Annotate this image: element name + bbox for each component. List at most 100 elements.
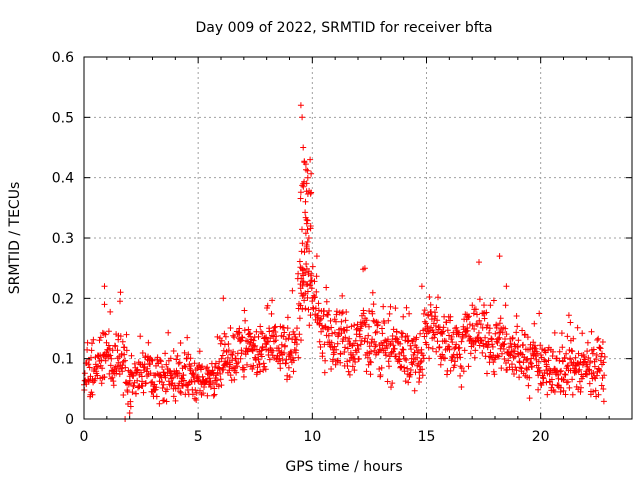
data-point: [386, 310, 393, 317]
data-point: [363, 317, 370, 324]
data-point: [127, 403, 134, 410]
y-tick-label: 0.1: [52, 352, 74, 368]
data-point: [384, 345, 391, 351]
data-point: [181, 363, 188, 369]
data-point: [293, 347, 300, 354]
data-point: [369, 310, 376, 317]
data-point: [411, 387, 418, 394]
data-point: [180, 377, 187, 384]
data-point: [535, 386, 542, 393]
data-point: [307, 225, 314, 232]
data-point: [148, 379, 155, 386]
data-point: [421, 307, 428, 314]
data-point: [191, 395, 198, 402]
data-point: [558, 367, 565, 374]
data-point: [390, 342, 397, 349]
data-point: [578, 384, 584, 391]
data-point: [301, 249, 308, 256]
data-point: [419, 366, 426, 373]
data-point: [338, 330, 345, 337]
data-point: [593, 352, 600, 358]
data-point: [516, 374, 523, 381]
data-point: [420, 355, 427, 362]
data-point: [365, 332, 372, 339]
data-point: [313, 273, 320, 280]
data-point: [196, 348, 203, 355]
x-tick-label: 15: [418, 429, 436, 445]
data-point: [575, 350, 582, 357]
data-point: [261, 363, 268, 370]
data-point: [368, 348, 374, 355]
data-point: [598, 382, 605, 389]
data-point: [290, 368, 297, 375]
data-point: [220, 347, 227, 354]
data-point: [112, 343, 119, 350]
data-point: [266, 328, 273, 335]
data-point: [388, 384, 394, 391]
data-point: [332, 361, 339, 368]
data-point: [84, 339, 91, 346]
data-point: [590, 346, 597, 353]
data-point: [225, 347, 232, 354]
data-point: [480, 340, 487, 347]
data-point: [443, 338, 449, 345]
data-point: [300, 144, 307, 151]
data-point: [507, 340, 514, 347]
data-point: [385, 336, 391, 343]
data-point: [170, 348, 177, 354]
data-point: [147, 370, 154, 377]
data-point: [89, 340, 95, 347]
data-point: [385, 317, 392, 324]
data-point: [105, 342, 112, 349]
data-point: [502, 336, 508, 342]
data-point: [469, 302, 476, 309]
data-point: [126, 410, 133, 416]
data-point: [301, 178, 308, 185]
points-layer: [81, 102, 608, 422]
data-point: [377, 372, 384, 378]
data-point: [333, 346, 340, 353]
data-point: [513, 367, 520, 374]
data-point: [481, 315, 488, 322]
data-point: [191, 360, 198, 367]
y-tick-label: 0.4: [52, 171, 74, 187]
data-point: [295, 354, 302, 361]
data-point: [439, 351, 446, 358]
data-point: [502, 325, 509, 332]
data-point: [236, 329, 243, 336]
data-point: [403, 357, 410, 363]
data-point: [477, 321, 484, 328]
data-point: [333, 318, 339, 325]
data-point: [299, 293, 306, 299]
data-point: [373, 318, 380, 325]
data-point: [140, 389, 147, 396]
data-point: [523, 357, 530, 364]
data-point: [491, 371, 498, 378]
data-point: [346, 371, 353, 378]
data-point: [397, 363, 404, 370]
data-point: [338, 310, 345, 317]
data-point: [498, 365, 505, 372]
data-point: [174, 352, 181, 359]
data-point: [299, 114, 306, 121]
data-point: [537, 342, 544, 349]
data-point: [536, 367, 543, 374]
data-point: [372, 329, 379, 336]
data-point: [187, 363, 194, 369]
data-point: [303, 242, 310, 248]
data-point: [526, 374, 533, 381]
data-point: [449, 339, 456, 346]
data-point: [596, 367, 603, 374]
data-point: [585, 354, 592, 361]
data-point: [241, 366, 248, 373]
y-tick-label: 0: [65, 412, 74, 428]
data-point: [133, 390, 139, 397]
data-point: [433, 304, 440, 311]
data-point: [339, 292, 346, 299]
data-point: [216, 358, 223, 365]
data-point: [162, 350, 169, 357]
data-point: [576, 366, 583, 373]
data-point: [581, 353, 587, 360]
data-point: [235, 359, 242, 366]
data-point: [284, 372, 291, 379]
